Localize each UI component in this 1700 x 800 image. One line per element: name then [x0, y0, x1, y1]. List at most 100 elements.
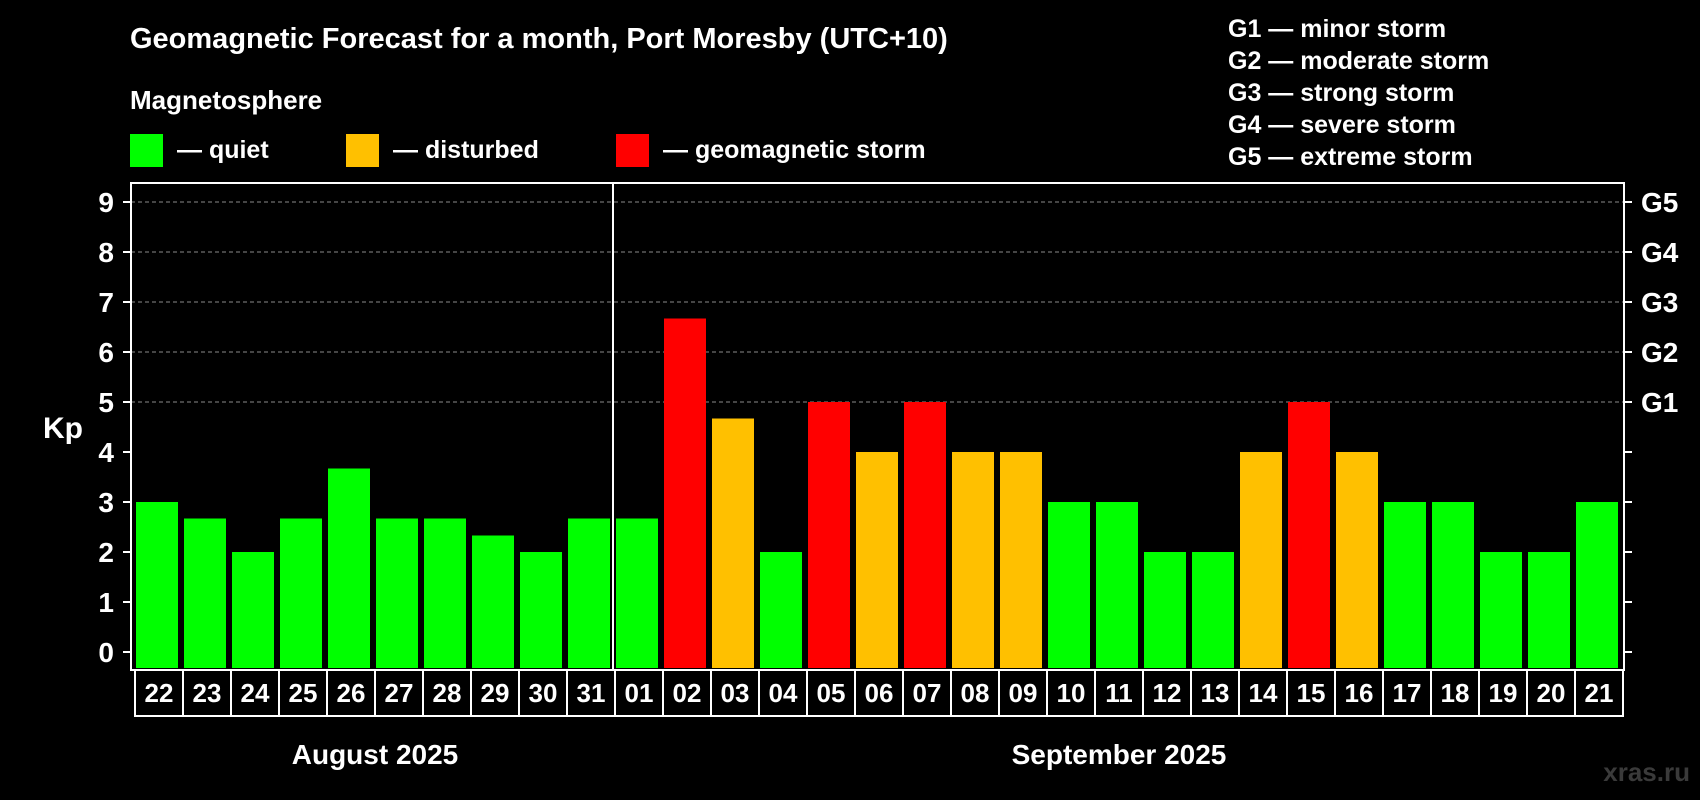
legend-swatch-storm [616, 134, 649, 167]
date-label: 28 [433, 678, 462, 708]
bar-27 [376, 518, 418, 668]
gridlines [131, 201, 1624, 403]
bar-30 [520, 552, 562, 668]
bar-12 [1144, 552, 1186, 668]
bar-11 [1096, 502, 1138, 668]
date-cell [1574, 669, 1624, 717]
legend-label-storm: — geomagnetic storm [663, 136, 926, 164]
bar-29 [472, 535, 514, 668]
date-label: 10 [1057, 678, 1086, 708]
bar-21 [1576, 502, 1618, 668]
date-label: 26 [337, 678, 366, 708]
date-label: 16 [1345, 678, 1374, 708]
date-label: 23 [193, 678, 222, 708]
bar-23 [184, 518, 226, 668]
date-label: 14 [1249, 678, 1278, 708]
y-tick-label: 6 [98, 337, 114, 368]
bar-25 [280, 518, 322, 668]
watermark: xras.ru [1603, 757, 1690, 787]
y-tick-label: 1 [98, 587, 114, 618]
date-label: 22 [145, 678, 174, 708]
date-label: 05 [817, 678, 846, 708]
date-label: 18 [1441, 678, 1470, 708]
y-tick-label: 7 [98, 287, 114, 318]
month-label: August 2025 [292, 739, 459, 770]
storm-level-label: G4 [1641, 237, 1679, 268]
g-scale-g5: G5 — extreme storm [1228, 143, 1473, 171]
y-tick-label: 5 [98, 387, 114, 418]
bar-16 [1336, 452, 1378, 668]
bar-07 [904, 402, 946, 668]
g-scale-g2: G2 — moderate storm [1228, 47, 1489, 75]
g-scale-g1: G1 — minor storm [1228, 15, 1446, 43]
bar-24 [232, 552, 274, 668]
bar-17 [1384, 502, 1426, 668]
date-label: 25 [289, 678, 318, 708]
date-label: 11 [1105, 678, 1133, 708]
date-label: 08 [961, 678, 990, 708]
date-label: 03 [721, 678, 750, 708]
y-tick-label: 9 [98, 187, 114, 218]
g-scale-g4: G4 — severe storm [1228, 111, 1456, 139]
axis-ticks: 0 1 2 3 4 5 6 7 8 9 G1 G2 G3 G4 G5 [98, 187, 1678, 668]
bar-09 [1000, 452, 1042, 668]
date-label: 06 [865, 678, 894, 708]
date-label: 30 [529, 678, 558, 708]
date-label: 13 [1201, 678, 1230, 708]
storm-level-label: G2 [1641, 337, 1678, 368]
legend-label-quiet: — quiet [177, 136, 269, 164]
date-label: 20 [1537, 678, 1566, 708]
bar-28 [424, 518, 466, 668]
date-label: 09 [1009, 678, 1038, 708]
y-axis-label: Kp [43, 412, 83, 445]
y-tick-label: 8 [98, 237, 114, 268]
y-tick-label: 0 [98, 637, 114, 668]
bar-26 [328, 468, 370, 668]
bar-08 [952, 452, 994, 668]
bar-13 [1192, 552, 1234, 668]
date-label: 04 [769, 678, 798, 708]
y-tick-label: 2 [98, 537, 114, 568]
storm-level-label: G3 [1641, 287, 1678, 318]
legend-title: Magnetosphere [130, 85, 322, 115]
bar-10 [1048, 502, 1090, 668]
bar-15 [1288, 402, 1330, 668]
bar-06 [856, 452, 898, 668]
month-labels: August 2025 September 2025 [292, 739, 1227, 770]
bar-14 [1240, 452, 1282, 668]
date-label: 29 [481, 678, 510, 708]
y-tick-label: 4 [98, 437, 114, 468]
bar-31 [568, 518, 610, 668]
bar-04 [760, 552, 802, 668]
date-label: 01 [625, 678, 654, 708]
storm-level-label: G5 [1641, 187, 1678, 218]
date-label: 21 [1585, 678, 1614, 708]
date-label: 31 [577, 678, 606, 708]
bar-18 [1432, 502, 1474, 668]
bar-05 [808, 402, 850, 668]
bar-22 [136, 502, 178, 668]
date-label: 27 [385, 678, 414, 708]
date-label: 07 [913, 678, 942, 708]
date-label: 02 [673, 678, 702, 708]
month-label: September 2025 [1012, 739, 1227, 770]
legend-swatch-disturbed [346, 134, 379, 167]
date-label: 12 [1153, 678, 1182, 708]
date-label: 15 [1297, 678, 1326, 708]
date-label: 24 [241, 678, 270, 708]
date-label: 19 [1489, 678, 1518, 708]
bar-03 [712, 418, 754, 668]
bar-19 [1480, 552, 1522, 668]
bar-01 [616, 518, 658, 668]
date-label: 17 [1393, 678, 1422, 708]
storm-level-label: G1 [1641, 387, 1678, 418]
bar-20 [1528, 552, 1570, 668]
g-scale-g3: G3 — strong storm [1228, 79, 1454, 107]
y-tick-label: 3 [98, 487, 114, 518]
legend-swatch-quiet [130, 134, 163, 167]
bars [136, 318, 1618, 668]
date-row: 22 23 24 25 26 27 28 29 30 31 01 02 03 04 05 06 07 08 09 10… [134, 669, 1624, 717]
legend-label-disturbed: — disturbed [393, 136, 539, 164]
chart-title: Geomagnetic Forecast for a month, Port M… [130, 23, 948, 55]
